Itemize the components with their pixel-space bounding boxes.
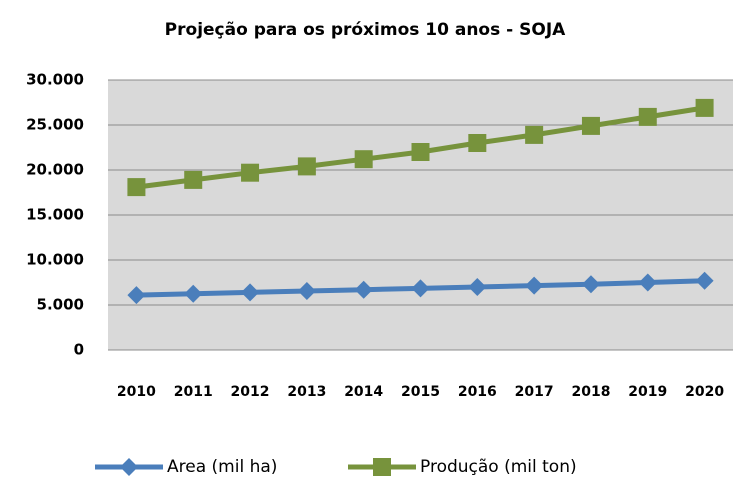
marker bbox=[373, 458, 391, 476]
marker bbox=[581, 275, 600, 294]
y-tick-label: 0 bbox=[74, 341, 84, 359]
x-tick-label: 2013 bbox=[287, 384, 326, 400]
marker bbox=[525, 276, 544, 295]
y-tick-label: 20.000 bbox=[26, 161, 84, 179]
marker bbox=[468, 134, 487, 152]
marker bbox=[354, 150, 373, 169]
marker bbox=[581, 116, 600, 135]
marker bbox=[354, 280, 373, 299]
y-tick-label: 5.000 bbox=[37, 296, 84, 314]
x-tick-label: 2018 bbox=[571, 384, 610, 400]
x-tick-label: 2014 bbox=[344, 384, 383, 400]
marker bbox=[297, 157, 316, 176]
marker bbox=[695, 271, 714, 290]
x-tick-label: 2010 bbox=[117, 384, 156, 400]
x-tick-label: 2019 bbox=[628, 384, 667, 400]
y-tick-label: 15.000 bbox=[26, 206, 84, 224]
x-tick-label: 2016 bbox=[458, 384, 497, 400]
marker bbox=[638, 107, 657, 126]
x-tick-label: 2011 bbox=[174, 384, 213, 400]
marker bbox=[241, 283, 260, 302]
marker bbox=[411, 143, 430, 161]
marker bbox=[411, 279, 430, 298]
marker bbox=[525, 125, 544, 144]
marker bbox=[127, 178, 146, 197]
marker bbox=[184, 170, 203, 189]
marker bbox=[695, 98, 714, 117]
x-tick-label: 2015 bbox=[401, 384, 440, 400]
y-tick-label: 25.000 bbox=[26, 116, 84, 134]
legend-label: Area (mil ha) bbox=[167, 457, 277, 477]
marker bbox=[120, 458, 138, 476]
x-tick-label: 2020 bbox=[685, 384, 724, 400]
marker bbox=[184, 284, 203, 303]
marker bbox=[468, 278, 487, 296]
legend-label: Produção (mil ton) bbox=[420, 457, 577, 477]
marker bbox=[638, 273, 657, 292]
marker bbox=[297, 282, 316, 301]
marker bbox=[127, 286, 146, 305]
marker bbox=[241, 163, 260, 182]
x-tick-label: 2012 bbox=[231, 384, 270, 400]
chart-title: Projeção para os próximos 10 anos - SOJA bbox=[165, 20, 566, 40]
y-tick-label: 30.000 bbox=[26, 71, 84, 89]
x-tick-label: 2017 bbox=[515, 384, 554, 400]
y-tick-label: 10.000 bbox=[26, 251, 84, 269]
